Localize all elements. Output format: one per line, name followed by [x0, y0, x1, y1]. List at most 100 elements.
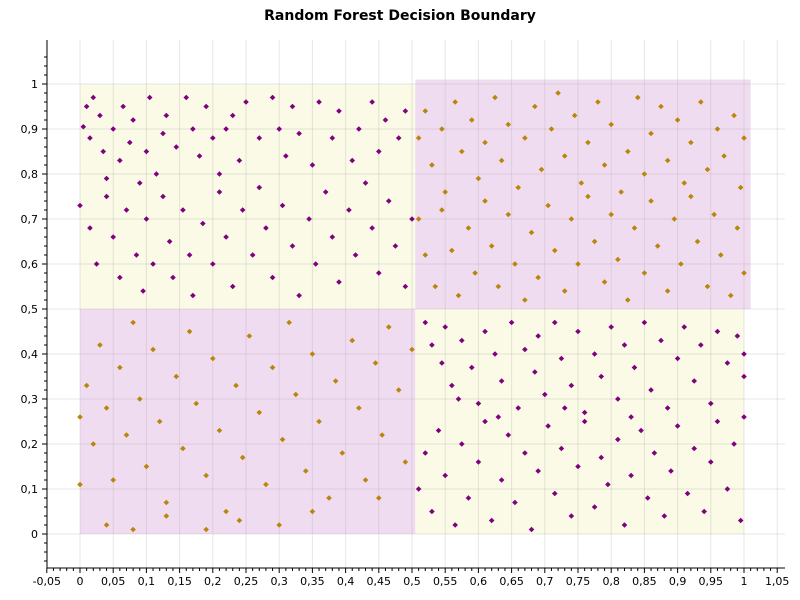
data-point: [409, 346, 415, 353]
data-point: [704, 283, 711, 290]
data-point: [598, 373, 605, 380]
data-point: [641, 171, 648, 177]
data-point: [216, 171, 223, 177]
data-point: [385, 324, 392, 330]
data-point: [263, 481, 269, 488]
data-point: [269, 364, 276, 371]
data-point: [465, 495, 472, 501]
data-point: [737, 184, 744, 191]
y-tick-label: 0,8: [21, 168, 39, 181]
data-point: [727, 292, 734, 299]
data-point: [538, 166, 545, 173]
data-point: [289, 103, 296, 110]
data-point: [97, 342, 103, 348]
data-point: [741, 135, 747, 141]
data-point: [515, 184, 522, 191]
data-point: [415, 135, 422, 141]
x-tick-label: 0,8: [602, 575, 620, 588]
data-point: [668, 468, 674, 474]
data-point: [691, 445, 697, 452]
data-point: [190, 126, 196, 132]
data-point: [173, 373, 180, 380]
data-point: [608, 121, 614, 128]
data-point: [601, 162, 608, 168]
data-point: [664, 405, 671, 411]
data-point: [734, 225, 741, 231]
data-point: [429, 508, 435, 515]
data-point: [83, 382, 90, 389]
data-point: [542, 391, 548, 398]
data-points: [77, 90, 747, 533]
data-point: [435, 427, 442, 434]
data-point: [376, 495, 382, 501]
data-point: [326, 495, 332, 501]
data-point: [210, 355, 216, 362]
y-tick-label: 0,2: [21, 438, 39, 451]
data-point: [376, 270, 382, 276]
data-point: [402, 459, 409, 465]
data-point: [505, 211, 512, 218]
data-point: [309, 508, 316, 515]
data-point: [532, 103, 538, 110]
data-point: [495, 283, 502, 290]
data-point: [575, 261, 581, 267]
data-point: [229, 112, 236, 119]
data-point: [708, 400, 714, 407]
data-point: [306, 216, 312, 222]
data-point: [581, 418, 588, 425]
data-point: [568, 216, 575, 222]
data-point: [372, 360, 379, 366]
data-point: [714, 126, 721, 132]
data-point: [166, 238, 173, 245]
data-point: [346, 207, 352, 213]
data-point: [628, 414, 634, 420]
data-point: [459, 148, 465, 155]
data-point: [160, 130, 166, 137]
data-point: [482, 418, 488, 425]
data-point: [140, 288, 146, 294]
data-point: [276, 126, 282, 132]
data-point: [200, 220, 206, 227]
data-point: [439, 360, 445, 366]
x-tick-label: 0,25: [234, 575, 259, 588]
x-ticks: -0,05 0 0,05 0,1 0,15 0,2 0,25 0,3 0,35 0,4 0,45 0,…: [33, 568, 789, 588]
data-point: [621, 522, 628, 528]
data-point: [459, 337, 465, 344]
data-point: [93, 261, 100, 267]
data-point: [87, 225, 93, 231]
data-point: [664, 288, 671, 294]
data-point: [528, 229, 535, 236]
data-point: [674, 117, 681, 123]
x-tick-label: 0,15: [167, 575, 192, 588]
data-point: [439, 126, 445, 132]
data-point: [545, 423, 551, 429]
data-point: [339, 450, 346, 456]
data-point: [654, 243, 661, 249]
x-tick-label: 0,55: [433, 575, 458, 588]
data-point: [316, 418, 322, 425]
data-point: [123, 207, 130, 213]
data-point: [210, 261, 216, 267]
data-point: [615, 396, 621, 402]
data-point: [332, 378, 339, 384]
data-point: [123, 432, 130, 438]
data-point: [641, 270, 648, 276]
data-point: [641, 319, 648, 326]
data-point: [243, 99, 249, 105]
data-point: [376, 148, 382, 155]
data-point: [223, 508, 229, 515]
data-point: [701, 508, 707, 515]
x-tick-label: 0,7: [536, 575, 554, 588]
y-tick-label: 0,4: [21, 348, 39, 361]
data-point: [316, 99, 322, 105]
y-tick-label: 0: [31, 528, 38, 541]
x-tick-label: 0,1: [138, 575, 156, 588]
data-point: [508, 319, 515, 326]
data-point: [658, 337, 664, 344]
data-point: [186, 252, 193, 258]
data-point: [77, 202, 83, 209]
data-point: [349, 157, 356, 164]
data-point: [422, 108, 429, 114]
data-point: [263, 225, 269, 231]
